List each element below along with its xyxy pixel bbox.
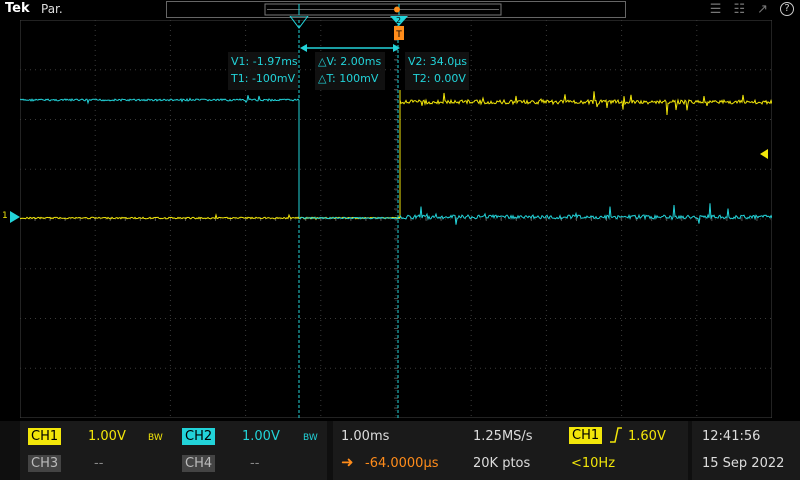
delta-readout: △V: 2.00ms △T: 100mV [315,52,385,90]
timebase-value[interactable]: 1.00ms [341,429,390,444]
clock-panel: 12:41:56 15 Sep 2022 [692,421,800,480]
waveforms [20,90,772,225]
ch2-trace-low-a [298,216,401,220]
delta-arrow-icon [300,44,400,52]
ch4-badge[interactable]: CH4 [182,455,216,472]
trigger-level-value[interactable]: 1.60V [628,429,666,444]
record-trigger-marker [394,6,400,13]
trigger-level-icon[interactable] [758,148,770,160]
horizontal-position-value[interactable]: -64.0000µs [365,456,439,471]
record-view-svg [264,3,502,16]
cursor2-t-label: T2: [413,72,431,85]
sample-rate-value: 1.25MS/s [473,429,533,444]
ch2-trace-low-b [399,203,772,225]
ch-ground-label: 1 [2,211,8,221]
export-icon[interactable]: ↗ [757,2,768,17]
ch1-bw-icon: BW [148,433,163,443]
trigger-edge-icon [610,427,622,443]
cursor-lines [298,20,399,418]
brand-logo: Tek [5,1,30,16]
delta-t-value: 100mV [339,72,379,85]
menu-par[interactable]: Par. [41,2,63,16]
cursor1-t-label: T1: [231,72,249,85]
ch2-scale[interactable]: 1.00V [242,429,280,444]
cursor2-v-label: V2: [408,55,427,68]
ch2-trace-high [20,95,300,105]
channel-panel: CH1 1.00V BW CH2 1.00V BW CH3 -- CH4 -- [20,421,327,480]
help-icon[interactable]: ? [780,2,794,16]
cursor2-v-value: 34.0µs [429,55,467,68]
delta-v-value: 2.00ms [340,55,382,68]
cursor2-handle-label: 2 [396,16,402,25]
delta-v-label: △V: [318,55,337,68]
svg-text:T: T [395,30,402,40]
top-icons: ☰ ☷ ↗ ? [710,2,794,17]
network-icon[interactable]: ☷ [733,2,746,17]
record-view[interactable] [166,1,626,18]
delta-t-label: △T: [318,72,336,85]
record-window [264,3,502,16]
bottom-bar: CH1 1.00V BW CH2 1.00V BW CH3 -- CH4 -- … [0,421,800,480]
ch-ground-marker-icon[interactable] [2,211,20,223]
trigger-position-icon: ➜ [341,453,354,471]
ch2-badge[interactable]: CH2 [182,428,216,445]
ch4-scale: -- [250,456,260,471]
ch1-trace-high [399,91,772,115]
ch3-scale: -- [94,456,104,471]
trigger-frequency-value: <10Hz [571,456,616,471]
record-length-value: 20K ptos [473,456,531,471]
cursor1-handle-icon[interactable] [288,16,310,30]
clock-time: 12:41:56 [702,429,761,444]
top-bar: Tek Par. ☰ ☷ ↗ ? [0,0,800,20]
ch2-bw-icon: BW [303,433,318,443]
graticule[interactable] [20,20,772,418]
cursor2-t-value: 0.00V [433,72,466,85]
cursor1-readout: V1: -1.97ms T1: -100mV [228,52,298,90]
ch1-badge[interactable]: CH1 [28,428,62,445]
cursor1-t-value: -100mV [251,72,296,85]
cursor1-v-value: -1.97ms [252,55,298,68]
trigger-source-badge[interactable]: CH1 [569,427,603,444]
cursor2-handle-icon[interactable]: T [388,14,410,42]
wifi-icon[interactable]: ☰ [709,2,722,17]
horizontal-trigger-panel[interactable]: 1.00ms 1.25MS/s ➜ -64.0000µs 20K ptos CH… [333,421,688,480]
clock-date: 15 Sep 2022 [702,456,785,471]
ch3-badge[interactable]: CH3 [28,455,62,472]
cursor2-readout: V2: 34.0µs T2: 0.00V [405,52,469,90]
cursor1-v-label: V1: [231,55,250,68]
ch1-scale[interactable]: 1.00V [88,429,126,444]
